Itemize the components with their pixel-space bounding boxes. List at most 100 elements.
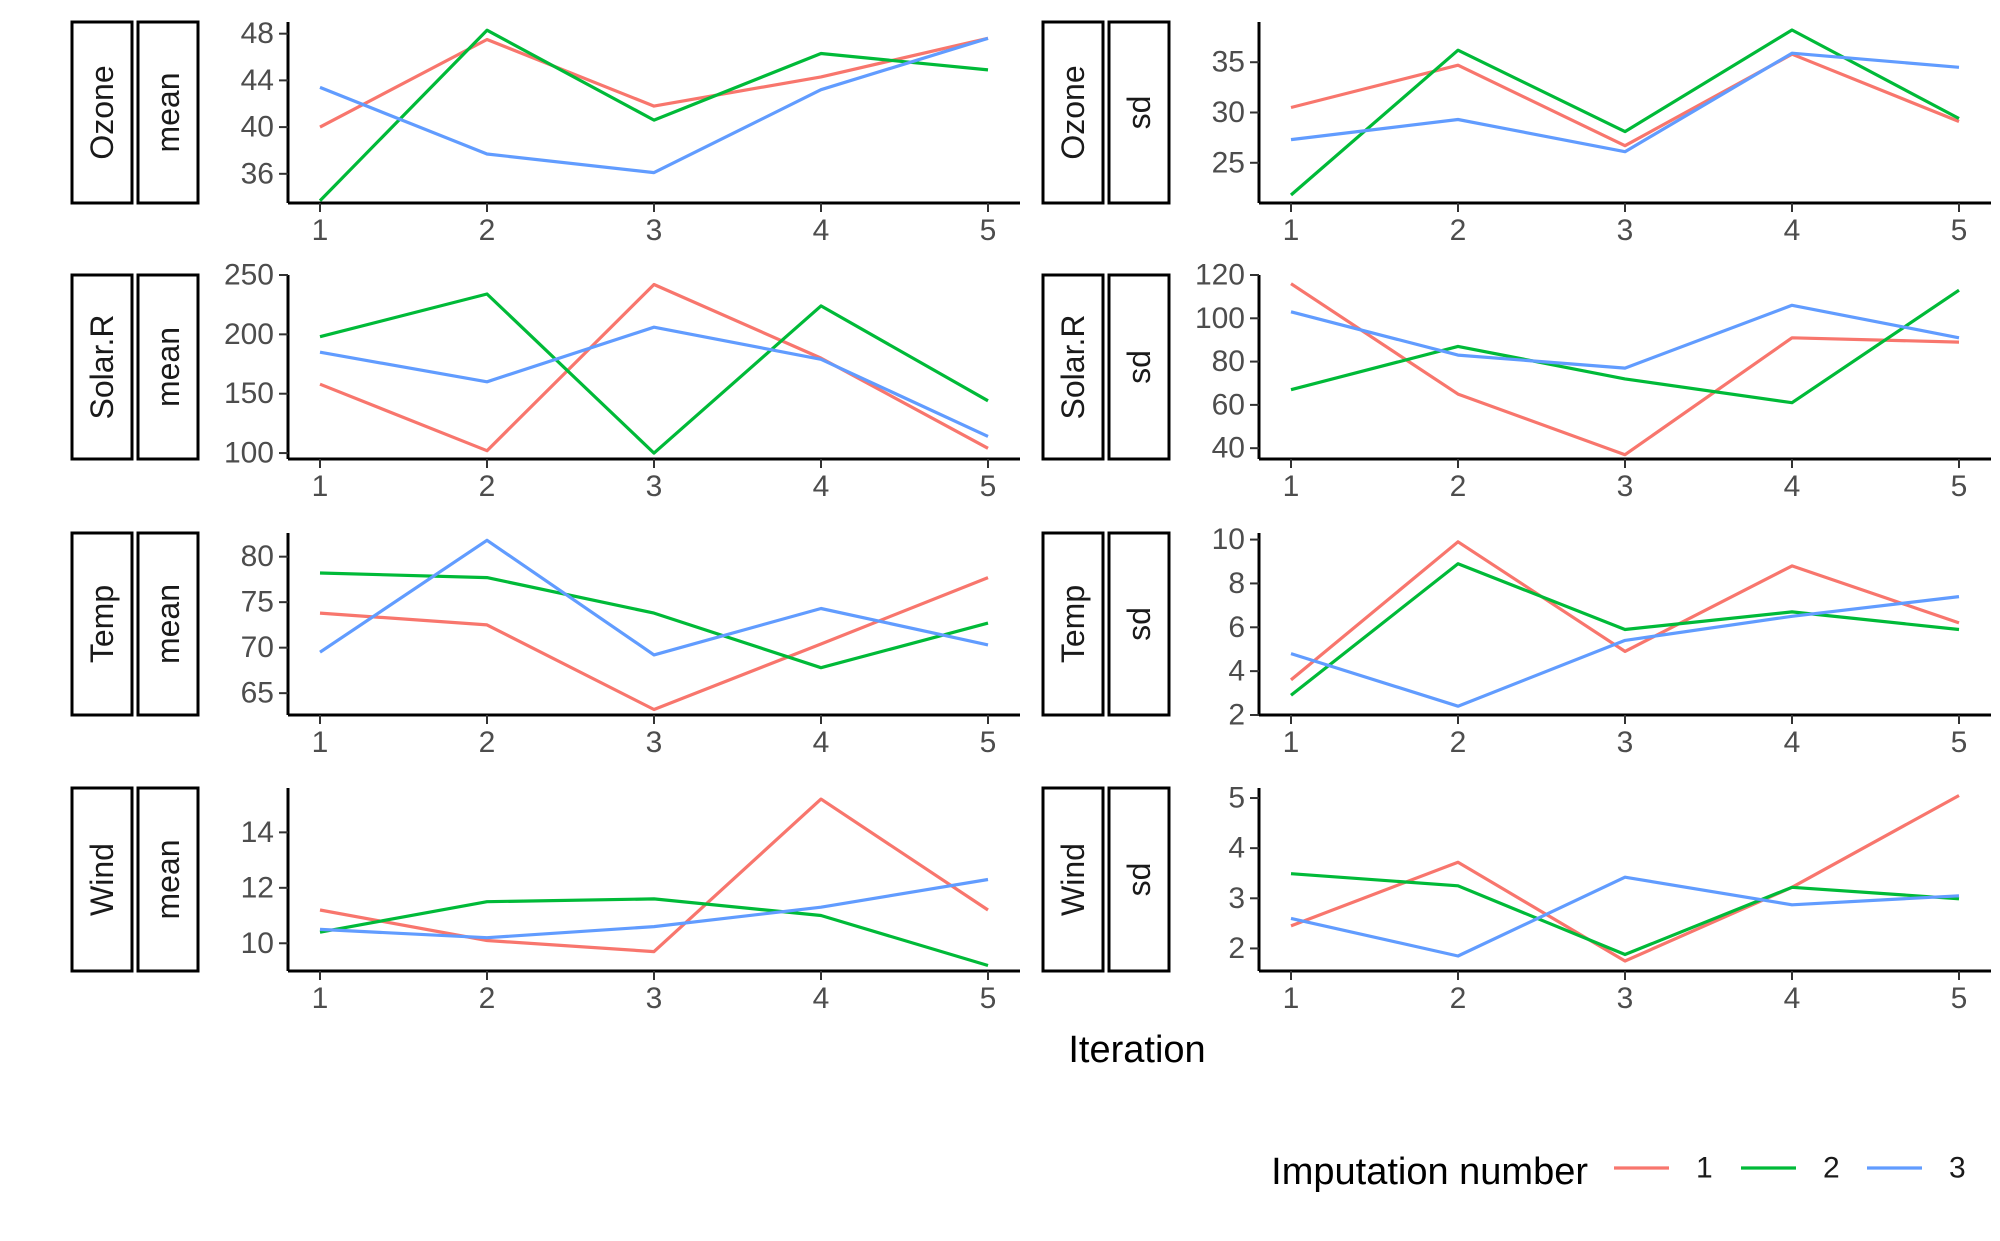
x-tick-label: 4 [813,470,830,503]
y-tick-label: 70 [241,631,274,664]
strip-label-variable: Solar.R [84,315,120,420]
legend-label-1: 1 [1696,1152,1713,1185]
y-tick-label: 8 [1228,567,1245,600]
x-tick-label: 4 [813,726,830,759]
x-tick-label: 1 [1283,214,1300,247]
x-tick-label: 5 [1951,726,1968,759]
y-tick-label: 80 [1212,345,1245,378]
y-tick-label: 35 [1212,46,1245,79]
series-line-2 [1290,872,1960,957]
x-tick-label: 5 [980,982,997,1015]
strip-label-statistic: sd [1121,96,1157,130]
x-tick-label: 1 [312,726,329,759]
series-line-3 [319,877,989,940]
panel-ozone-sd: Ozone sd 25 30 35 1 2 3 4 5 [1041,20,1991,247]
y-tick-label: 40 [241,111,274,144]
panel-solar-r-sd: Solar.R sd 40 60 80 100 120 1 2 3 4 5 [1041,259,1991,503]
series-line-1 [319,36,989,129]
strip-box-statistic [136,20,200,205]
x-tick-label: 5 [980,214,997,247]
x-tick-label: 1 [312,470,329,503]
x-tick-label: 2 [479,726,496,759]
x-tick-label: 1 [1283,726,1300,759]
legend-title: Imputation number [1271,1151,1588,1193]
series-line-2 [1290,562,1960,697]
series-line-1 [319,282,989,453]
series-line-3 [1290,51,1960,154]
strip-box-variable [70,273,134,461]
strip-box-variable [70,786,134,973]
strip-label-statistic: sd [1121,350,1157,384]
strip-label-variable: Wind [1055,843,1091,916]
y-tick-label: 200 [224,318,274,351]
strip-box-statistic [1107,531,1171,717]
strip-box-variable [1041,531,1105,717]
series-line-1 [1289,540,1960,682]
strip-box-variable [1041,273,1105,461]
strip-label-statistic: mean [150,584,186,664]
strip-box-variable [1041,20,1105,205]
x-tick-label: 4 [1784,470,1801,503]
x-axis-label: Iteration [1068,1029,1205,1071]
x-tick-label: 1 [312,214,329,247]
strip-label-statistic: mean [150,839,186,919]
y-tick-label: 2 [1228,699,1245,732]
y-tick-label: 120 [1195,259,1245,292]
x-tick-label: 3 [646,726,663,759]
strip-box-statistic [1107,786,1171,973]
x-tick-label: 2 [1450,726,1467,759]
x-tick-label: 3 [646,982,663,1015]
y-tick-label: 10 [241,927,274,960]
y-tick-label: 44 [241,64,274,97]
x-tick-label: 3 [1617,726,1634,759]
strip-label-variable: Wind [84,843,120,916]
x-tick-label: 4 [1784,214,1801,247]
x-tick-label: 1 [1283,982,1300,1015]
x-tick-label: 5 [1951,470,1968,503]
x-tick-label: 4 [813,214,830,247]
x-tick-label: 3 [646,214,663,247]
y-tick-label: 40 [1212,432,1245,465]
strip-label-variable: Solar.R [1055,315,1091,420]
strip-label-statistic: mean [150,327,186,407]
x-tick-label: 3 [1617,470,1634,503]
series-line-3 [319,538,989,657]
strip-box-statistic [1107,20,1171,205]
legend: Imputation number 1 2 3 [1271,1151,1966,1193]
series-line-1 [319,576,989,712]
y-tick-label: 60 [1212,388,1245,421]
strip-box-variable [70,531,134,717]
y-tick-label: 75 [241,586,274,619]
y-tick-label: 10 [1212,523,1245,556]
y-tick-label: 30 [1212,96,1245,129]
strip-label-statistic: sd [1121,863,1157,897]
series-line-3 [319,325,989,438]
y-tick-label: 80 [241,540,274,573]
x-tick-label: 5 [1951,214,1968,247]
panel-temp-mean: Temp mean 65 70 75 80 1 2 3 4 5 [70,531,1020,759]
series-line-3 [1290,875,1960,958]
x-tick-label: 2 [479,982,496,1015]
strip-box-statistic [136,786,200,973]
x-tick-label: 4 [813,982,830,1015]
panel-solar-r-mean: Solar.R mean 100 150 200 250 1 2 3 4 5 [70,259,1020,503]
strip-box-variable [70,20,134,205]
y-tick-label: 65 [241,677,274,710]
y-tick-label: 14 [241,816,274,849]
x-tick-label: 5 [980,470,997,503]
y-tick-label: 2 [1228,932,1245,965]
strip-label-variable: Ozone [1055,65,1091,159]
x-tick-label: 4 [1784,982,1801,1015]
x-tick-label: 1 [312,982,329,1015]
x-tick-label: 4 [1784,726,1801,759]
series-line-3 [1290,595,1960,708]
legend-label-3: 3 [1949,1152,1966,1185]
x-tick-label: 3 [646,470,663,503]
x-tick-label: 5 [1951,982,1968,1015]
series-line-2 [319,292,989,455]
